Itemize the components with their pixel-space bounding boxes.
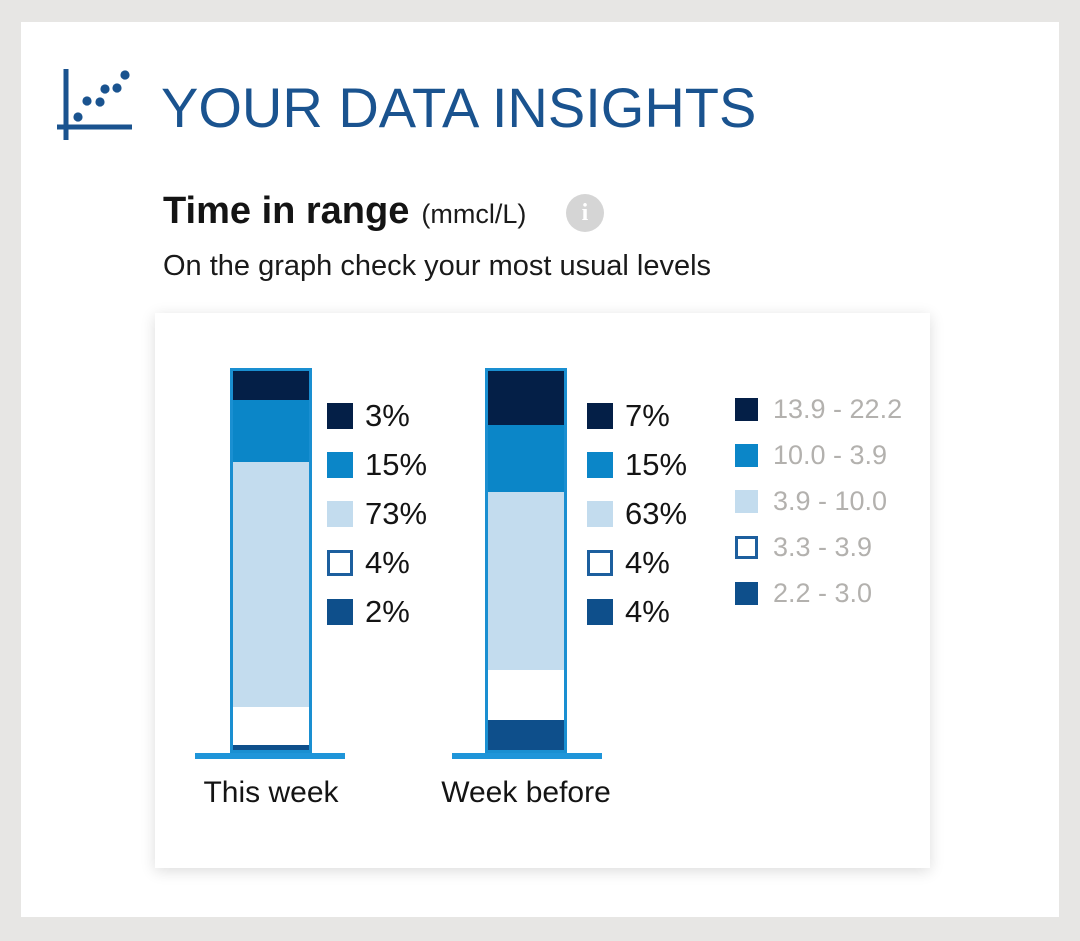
range-row: 3.3 - 3.9	[735, 532, 902, 562]
swatch-in-range	[587, 501, 613, 527]
bar-segment-in-range	[230, 462, 312, 707]
range-label: 13.9 - 22.2	[773, 394, 903, 424]
stacked-bar-this-week	[230, 368, 312, 753]
swatch-very-low	[327, 599, 353, 625]
swatch-high	[735, 444, 758, 467]
legend-row: 4%	[587, 594, 687, 629]
range-label: 3.3 - 3.9	[773, 532, 873, 562]
legend-row: 2%	[327, 594, 427, 629]
category-label-this-week: This week	[203, 776, 339, 809]
chart-panel: This week 3% 15% 73% 4%	[155, 313, 930, 868]
section-heading: Time in range (mmcl/L)	[163, 190, 526, 233]
bar-segment-low	[230, 707, 312, 745]
bar-segment-very-high	[485, 368, 567, 425]
scatter-chart-icon	[55, 64, 135, 144]
legend-row: 4%	[587, 545, 687, 580]
range-legend: 13.9 - 22.2 10.0 - 3.9 3.9 - 10.0 3.3 - …	[735, 394, 902, 628]
legend-row: 15%	[587, 447, 687, 482]
swatch-in-range	[735, 490, 758, 513]
legend-value: 2%	[365, 594, 410, 629]
bar-segment-low	[485, 670, 567, 720]
swatch-very-high	[327, 403, 353, 429]
bar-segment-very-low	[230, 745, 312, 753]
range-row: 10.0 - 3.9	[735, 440, 902, 470]
info-icon[interactable]: i	[566, 194, 604, 232]
legend-value: 73%	[365, 496, 428, 531]
swatch-very-high	[735, 398, 758, 421]
chart-subtitle: On the graph check your most usual level…	[163, 250, 712, 282]
swatch-very-low	[735, 582, 758, 605]
legend-row: 4%	[327, 545, 427, 580]
bar-segment-very-high	[230, 368, 312, 400]
insights-card: YOUR DATA INSIGHTS Time in range (mmcl/L…	[21, 22, 1059, 917]
swatch-low	[587, 550, 613, 576]
legend-value: 4%	[625, 594, 670, 629]
legend-value: 15%	[365, 447, 428, 482]
stacked-bar-week-before	[485, 368, 567, 753]
legend-row: 7%	[587, 398, 687, 433]
legend-row: 3%	[327, 398, 427, 433]
swatch-low	[735, 536, 758, 559]
range-label: 10.0 - 3.9	[773, 440, 888, 470]
legend-value: 7%	[625, 398, 670, 433]
legend-row: 73%	[327, 496, 427, 531]
legend-value: 15%	[625, 447, 688, 482]
bar-segment-high	[230, 400, 312, 462]
swatch-high	[587, 452, 613, 478]
bar-segment-very-low	[485, 720, 567, 753]
chart-unit: (mmcl/L)	[421, 199, 527, 229]
range-row: 13.9 - 22.2	[735, 394, 902, 424]
legend-this-week: 3% 15% 73% 4% 2%	[327, 398, 427, 648]
swatch-in-range	[327, 501, 353, 527]
legend-row: 15%	[327, 447, 427, 482]
legend-value: 4%	[625, 545, 670, 580]
swatch-low	[327, 550, 353, 576]
range-row: 2.2 - 3.0	[735, 578, 902, 608]
bar-segment-in-range	[485, 492, 567, 670]
legend-value: 3%	[365, 398, 410, 433]
chart-title: Time in range	[163, 190, 410, 232]
page-title: YOUR DATA INSIGHTS	[161, 76, 757, 139]
range-label: 3.9 - 10.0	[773, 486, 888, 516]
category-label-week-before: Week before	[441, 776, 611, 809]
bar-baseline	[195, 753, 345, 759]
range-row: 3.9 - 10.0	[735, 486, 902, 516]
legend-value: 4%	[365, 545, 410, 580]
swatch-very-high	[587, 403, 613, 429]
range-label: 2.2 - 3.0	[773, 578, 873, 608]
swatch-very-low	[587, 599, 613, 625]
legend-row: 63%	[587, 496, 687, 531]
legend-week-before: 7% 15% 63% 4% 4%	[587, 398, 687, 648]
bar-segment-high	[485, 425, 567, 492]
swatch-high	[327, 452, 353, 478]
bar-baseline	[452, 753, 602, 759]
legend-value: 63%	[625, 496, 688, 531]
